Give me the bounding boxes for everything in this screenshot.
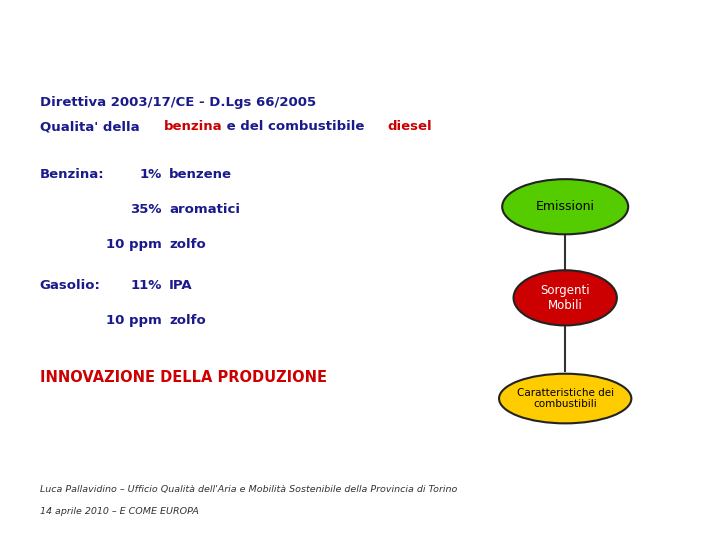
- Text: Emissioni: Emissioni: [536, 200, 595, 213]
- Text: zolfo: zolfo: [169, 238, 206, 252]
- Text: Luca Pallavidino – Ufficio Qualità dell'Aria e Mobilità Sostenibile della Provin: Luca Pallavidino – Ufficio Qualità dell'…: [40, 485, 457, 494]
- Text: 10 ppm: 10 ppm: [107, 238, 162, 252]
- Text: 14 aprile 2010 – E COME EUROPA: 14 aprile 2010 – E COME EUROPA: [40, 508, 199, 516]
- Text: aromatici: aromatici: [169, 204, 240, 217]
- Text: e del combustibile: e del combustibile: [222, 120, 369, 133]
- Text: INNOVAZIONE DELLA PRODUZIONE: INNOVAZIONE DELLA PRODUZIONE: [40, 370, 327, 385]
- Text: zolfo: zolfo: [169, 314, 206, 327]
- Text: 11%: 11%: [130, 279, 162, 292]
- Ellipse shape: [499, 374, 631, 423]
- Text: 35%: 35%: [130, 204, 162, 217]
- Text: DI TORINO: DI TORINO: [668, 34, 711, 40]
- Text: 1%: 1%: [140, 168, 162, 181]
- Text: diesel: diesel: [387, 120, 432, 133]
- Text: 10 ppm: 10 ppm: [107, 314, 162, 327]
- Text: IPA: IPA: [169, 279, 193, 292]
- Text: Gasolio:: Gasolio:: [40, 279, 101, 292]
- Text: Sorgenti
Mobili: Sorgenti Mobili: [541, 284, 590, 312]
- Text: Benzina:: Benzina:: [40, 168, 104, 181]
- Text: NORMATIVA EUROPEA – INQUINAMENTO ATMOSFERICO: NORMATIVA EUROPEA – INQUINAMENTO ATMOSFE…: [13, 21, 526, 39]
- Text: PROVINCIA: PROVINCIA: [668, 18, 713, 24]
- Text: Caratteristiche dei
combustibili: Caratteristiche dei combustibili: [517, 388, 613, 409]
- Text: Qualita' della: Qualita' della: [40, 120, 144, 133]
- Text: benzene: benzene: [169, 168, 232, 181]
- Ellipse shape: [503, 179, 628, 234]
- Text: benzina: benzina: [163, 120, 222, 133]
- Text: Direttiva 2003/17/CE - D.Lgs 66/2005: Direttiva 2003/17/CE - D.Lgs 66/2005: [40, 97, 316, 110]
- Ellipse shape: [513, 270, 617, 326]
